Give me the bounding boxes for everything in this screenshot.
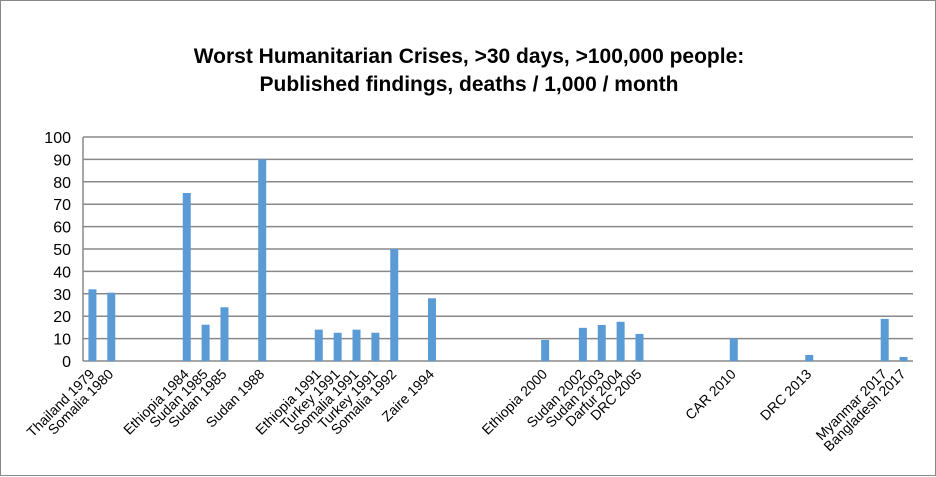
y-tick-label: 60	[53, 220, 71, 237]
bar	[258, 159, 267, 361]
bar	[352, 329, 361, 361]
bar	[635, 333, 644, 361]
bar	[333, 332, 342, 361]
bar	[390, 249, 399, 361]
bar	[880, 318, 889, 361]
bar	[578, 327, 587, 361]
bar	[427, 298, 436, 361]
bar	[597, 324, 606, 361]
bar	[729, 338, 738, 361]
bar	[107, 292, 116, 361]
bar	[805, 354, 814, 361]
chart-title-line1: Worst Humanitarian Crises, >30 days, >10…	[193, 45, 745, 68]
chart-title-line2: Published findings, deaths / 1,000 / mon…	[259, 73, 679, 96]
bar	[88, 289, 97, 361]
y-tick-label: 0	[62, 354, 71, 371]
y-tick-label: 40	[53, 264, 71, 281]
y-tick-label: 100	[44, 130, 71, 147]
y-tick-label: 20	[53, 309, 71, 326]
bar	[616, 321, 625, 361]
bar	[314, 329, 323, 361]
x-tick-label: DRC 2013	[757, 366, 815, 424]
bar	[371, 332, 380, 361]
y-tick-label: 30	[53, 287, 71, 304]
y-tick-label: 90	[53, 152, 71, 169]
bar	[220, 307, 229, 361]
x-tick-label: CAR 2010	[682, 366, 739, 423]
y-tick-label: 70	[53, 197, 71, 214]
bar	[201, 324, 210, 361]
bar	[182, 193, 191, 361]
y-tick-label: 80	[53, 175, 71, 192]
y-tick-label: 10	[53, 332, 71, 349]
bar	[899, 356, 908, 361]
y-tick-label: 50	[53, 242, 71, 259]
chart-title: Worst Humanitarian Crises, >30 days, >10…	[1, 43, 936, 99]
bar	[541, 339, 550, 361]
